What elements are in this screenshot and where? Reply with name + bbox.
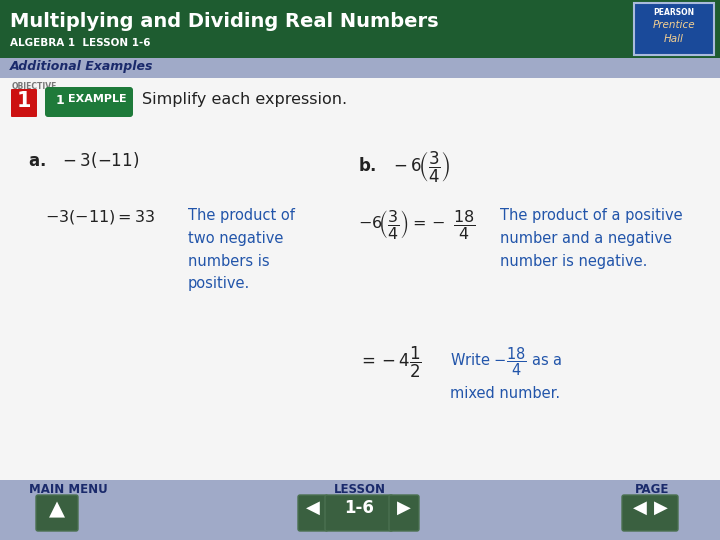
Text: 1-6: 1-6: [344, 499, 374, 517]
Text: Multiplying and Dividing Real Numbers: Multiplying and Dividing Real Numbers: [10, 12, 438, 31]
Text: ◀: ◀: [633, 499, 647, 517]
Text: PEARSON: PEARSON: [654, 8, 695, 17]
Text: ▲: ▲: [49, 499, 65, 519]
Text: LESSON: LESSON: [334, 483, 386, 496]
Text: Write $-\dfrac{18}{4}$ as a
mixed number.: Write $-\dfrac{18}{4}$ as a mixed number…: [450, 345, 562, 401]
Text: Prentice: Prentice: [653, 20, 696, 30]
Text: 1: 1: [17, 91, 31, 111]
FancyBboxPatch shape: [11, 89, 37, 117]
FancyBboxPatch shape: [36, 495, 78, 531]
Text: $\mathbf{a.}\ \ -3(-11)$: $\mathbf{a.}\ \ -3(-11)$: [28, 150, 139, 170]
Text: MAIN MENU: MAIN MENU: [29, 483, 107, 496]
Text: ▶: ▶: [654, 499, 668, 517]
FancyBboxPatch shape: [389, 495, 419, 531]
Text: OBJECTIVE: OBJECTIVE: [12, 82, 58, 91]
FancyBboxPatch shape: [45, 87, 133, 117]
Text: Additional Examples: Additional Examples: [10, 60, 153, 73]
Text: $\mathbf{b.}\ \ -6\!\left(\dfrac{3}{4}\right)$: $\mathbf{b.}\ \ -6\!\left(\dfrac{3}{4}\r…: [358, 150, 451, 185]
Text: $= -4\dfrac{1}{2}$: $= -4\dfrac{1}{2}$: [358, 345, 422, 380]
FancyBboxPatch shape: [634, 3, 714, 55]
FancyBboxPatch shape: [622, 495, 678, 531]
Text: ALGEBRA 1  LESSON 1-6: ALGEBRA 1 LESSON 1-6: [10, 38, 150, 48]
Text: ◀: ◀: [306, 499, 320, 517]
FancyBboxPatch shape: [325, 495, 393, 531]
Text: $-6\!\left(\dfrac{3}{4}\right) = -\ \dfrac{18}{4}$: $-6\!\left(\dfrac{3}{4}\right) = -\ \dfr…: [358, 208, 476, 241]
FancyBboxPatch shape: [0, 480, 720, 540]
FancyBboxPatch shape: [298, 495, 328, 531]
Text: Simplify each expression.: Simplify each expression.: [142, 92, 347, 107]
Text: ▶: ▶: [397, 499, 411, 517]
Text: PAGE: PAGE: [635, 483, 669, 496]
FancyBboxPatch shape: [0, 78, 720, 480]
FancyBboxPatch shape: [0, 0, 720, 58]
Text: $-3(-11) = 33$: $-3(-11) = 33$: [45, 208, 156, 226]
Text: The product of a positive
number and a negative
number is negative.: The product of a positive number and a n…: [500, 208, 683, 268]
Text: EXAMPLE: EXAMPLE: [68, 94, 127, 104]
Text: The product of
two negative
numbers is
positive.: The product of two negative numbers is p…: [188, 208, 295, 292]
Text: Hall: Hall: [664, 34, 684, 44]
FancyBboxPatch shape: [0, 58, 720, 78]
Text: 1: 1: [56, 94, 65, 107]
